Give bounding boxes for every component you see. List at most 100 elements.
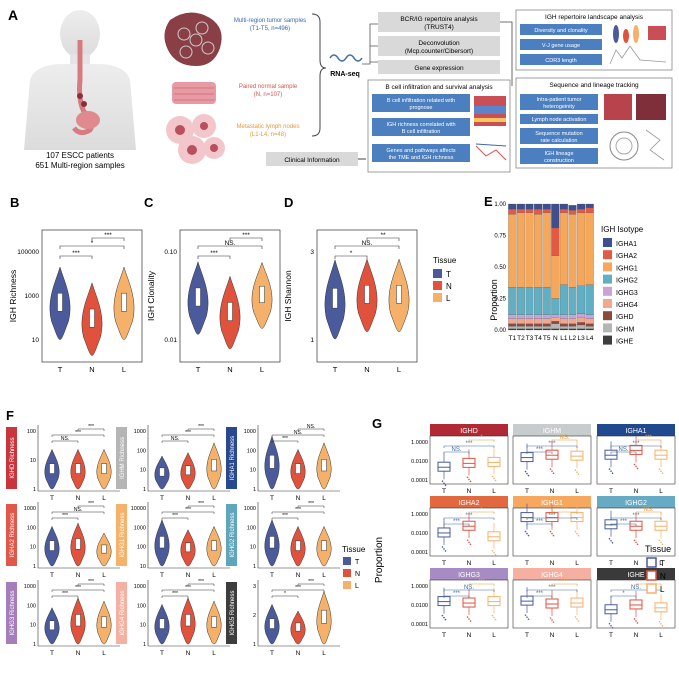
outlier-point: [527, 474, 530, 477]
sig-bracket: [526, 523, 553, 526]
outlier-point: [469, 480, 472, 483]
axes: [257, 580, 340, 647]
normal-sample-n: (N, n=107): [254, 92, 283, 98]
sig-label: NS.: [559, 435, 569, 441]
tissue-legend-f: Tissue T N L: [342, 545, 366, 590]
y-tick-label: 10: [250, 468, 256, 474]
outlier-point: [635, 620, 637, 622]
outlier-point: [551, 470, 553, 473]
strip-label: IGHG2: [625, 500, 647, 507]
violin-l-box: [259, 285, 265, 303]
y-tick-label: 100: [137, 603, 146, 609]
outlier-point: [577, 620, 580, 622]
sig-label: NS.: [451, 447, 461, 453]
outlier-point: [610, 540, 612, 542]
y-tick-label: 0.75: [494, 234, 506, 240]
x-tick-T1: T1: [509, 335, 517, 342]
y-tick-label: 1.0000: [411, 440, 428, 446]
legend-swatch-IGHA1: [603, 238, 612, 247]
g-subplot-igha1: IGHA1 T N L NS. *** ***: [596, 424, 676, 495]
y-tick-label: 1: [253, 564, 256, 570]
bar-T4-IGHG2: [534, 287, 543, 315]
outlier-point: [466, 616, 469, 618]
sig-label: ***: [88, 501, 94, 507]
sig-label: ***: [75, 585, 81, 591]
outlier-point: [552, 621, 555, 623]
y-tick-label: 0.0100: [411, 603, 428, 609]
strip-label: IGHD: [460, 428, 478, 435]
violin-l-box: [101, 544, 107, 554]
strip: [430, 568, 508, 580]
dna-icon: [329, 54, 363, 62]
x-tick-label: N: [186, 572, 191, 579]
outlier-point: [524, 614, 527, 616]
outlier-point: [469, 620, 472, 622]
outlier-point: [660, 470, 662, 473]
sig-label: **: [380, 232, 386, 239]
sig-bracket: [271, 595, 299, 598]
legend-f-t: T: [355, 559, 360, 566]
bar-T4-IGHG3: [534, 314, 543, 319]
tissue-legend-title: Tissue: [433, 256, 457, 265]
sig-bracket: [271, 517, 299, 520]
g-subplot-ighg4: IGHG4 T N L *** *** ***: [512, 568, 592, 639]
legend-swatch-IGHA2: [603, 250, 612, 260]
violin-t-box: [159, 618, 165, 629]
bar-T3-IGHG3: [525, 314, 534, 319]
f-subplot-ighg1: IGHG1 Richness 10000 1000 100 10 T N L *** *** ***: [116, 501, 230, 579]
bar-T4-IGHE: [534, 328, 543, 331]
plot-frame: [41, 229, 143, 363]
outlier-point: [527, 618, 530, 620]
bar-L3-IGHG3: [577, 313, 586, 318]
x-tick-label: L: [659, 632, 663, 639]
bar-N-IGHE: [551, 328, 560, 331]
outlier-point: [526, 472, 528, 475]
sequence-box-3: [520, 128, 598, 144]
sig-label: ***: [198, 424, 204, 430]
y-tick-label: 10: [30, 545, 36, 551]
x-tick-label: N: [227, 365, 232, 374]
outlier-point: [494, 618, 497, 621]
outlier-point: [524, 470, 527, 473]
bar-T3-IGHA2: [525, 208, 534, 213]
sig-bracket: [610, 595, 637, 598]
bar-L3-IGHE: [577, 328, 586, 331]
outlier-point: [493, 616, 495, 619]
x-tick-label: T: [333, 365, 338, 374]
outlier-point: [610, 470, 612, 473]
bar-N-IGHG1: [551, 255, 560, 299]
violin-l-box: [396, 285, 402, 304]
violin-t-box: [57, 292, 63, 312]
bar-L3-IGHA2: [577, 208, 586, 213]
x-tick-label: T: [609, 560, 613, 567]
bar-T1-IGHA2: [508, 208, 517, 215]
x-tick-label: L: [212, 650, 216, 657]
x-tick-label: N: [550, 488, 555, 495]
landscape-frame: [515, 9, 673, 71]
strip-label: IGHG4 Richness: [120, 590, 126, 635]
bar-T5-IGHG3: [542, 314, 551, 319]
bar-T5-IGHG1: [542, 212, 551, 288]
legend-label-IGHG4: IGHG4: [616, 302, 638, 309]
x-tick-label: L: [212, 495, 216, 502]
strip-label: IGHG1 Richness: [120, 512, 126, 557]
x-tick-label: T: [442, 488, 446, 495]
sig-bracket: [297, 583, 325, 586]
sig-label: ***: [88, 579, 94, 585]
x-tick-label: N: [634, 560, 639, 567]
sequence-box-1-line2: heterogeinity: [543, 104, 575, 110]
violin-n-box: [185, 542, 191, 553]
strip-label: IGHG1: [541, 500, 563, 507]
x-tick-label: L: [322, 495, 326, 502]
y-tick-label: 2: [253, 613, 256, 619]
gene-expression-box: [378, 60, 500, 74]
x-tick-L3: L3: [577, 335, 585, 342]
legend-label-IGHE: IGHE: [616, 339, 633, 346]
sig-bracket: [77, 428, 105, 431]
outlier-point: [491, 550, 494, 552]
plot-frame: [179, 229, 281, 363]
x-tick-label: N: [89, 365, 94, 374]
sig-bracket: [229, 237, 263, 241]
legend-g-n: N: [660, 572, 666, 581]
